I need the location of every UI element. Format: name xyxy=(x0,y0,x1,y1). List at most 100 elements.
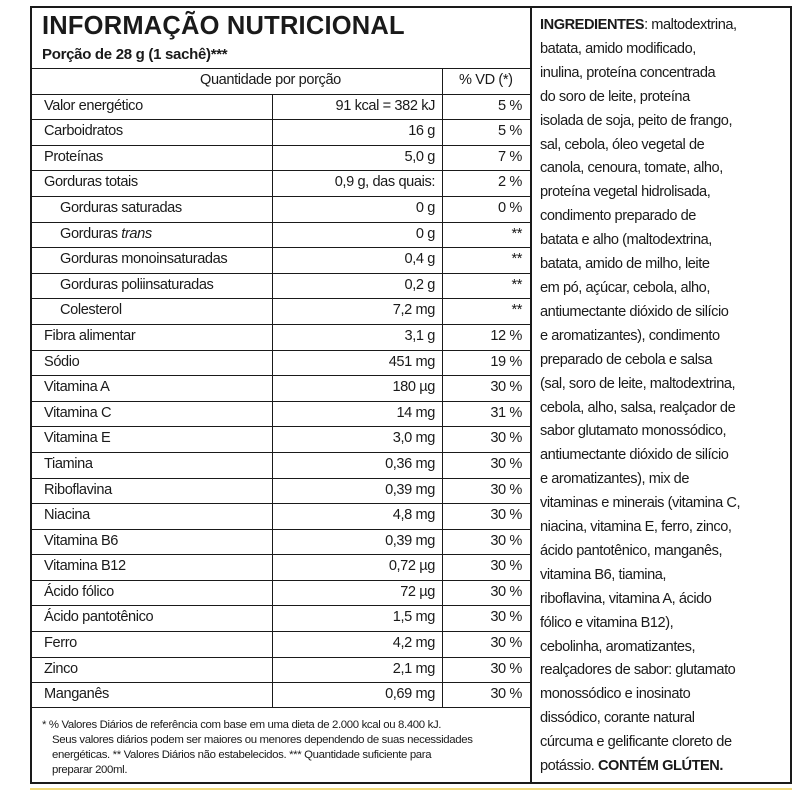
nutrient-amount: 451 mg xyxy=(388,353,436,370)
table-row: Gorduras totais 0,9 g, das quais: 2 % xyxy=(32,170,530,196)
nutrient-vd: ** xyxy=(511,225,522,242)
nutrient-name: Manganês xyxy=(44,686,109,703)
nutrient-name: Vitamina C xyxy=(44,404,112,421)
nutrient-amount: 4,2 mg xyxy=(392,635,436,652)
nutrient-name: Niacina xyxy=(44,507,90,524)
ingredients-line: potássio. CONTÉM GLÚTEN. xyxy=(540,755,784,779)
nutrient-amount: 0,9 g, das quais: xyxy=(334,174,436,191)
ingredients-line: niacina, vitamina E, ferro, zinco, xyxy=(540,516,784,540)
nutrient-vd: 5 % xyxy=(498,123,522,140)
nutrient-vd: 30 % xyxy=(490,660,522,677)
table-row: Gorduras poliinsaturadas 0,2 g ** xyxy=(32,272,530,299)
ingredients-line-text: realçadores de sabor: glutamato xyxy=(540,662,736,679)
nutrient-vd: 30 % xyxy=(490,481,522,498)
nutrition-label: INFORMAÇÃO NUTRICIONAL Porção de 28 g (1… xyxy=(30,6,792,784)
nutrient-name: Zinco xyxy=(44,660,78,677)
ingredients-line: antiumectante dióxido de silício xyxy=(540,444,784,468)
footnote-line: * % Valores Diários de referência com ba… xyxy=(42,719,442,731)
ingredients-line: INGREDIENTES: maltodextrina, xyxy=(540,14,784,38)
nutrient-amount: 1,5 mg xyxy=(392,609,436,626)
footnote-line: Seus valores diários podem ser maiores o… xyxy=(52,734,473,746)
ingredients-line: isolada de soja, peito de frango, xyxy=(540,110,784,134)
nutrient-name: Riboflavina xyxy=(44,481,112,498)
nutrient-vd: 30 % xyxy=(490,686,522,703)
nutrient-vd: 5 % xyxy=(498,97,522,114)
ingredients-line-text: proteína vegetal hidrolisada, xyxy=(540,184,711,201)
table-row: Tiamina 0,36 mg 30 % xyxy=(32,451,530,478)
nutrient-name: Vitamina B6 xyxy=(44,532,119,549)
table-row: Ferro 4,2 mg 30 % xyxy=(32,631,530,657)
table-row: Gorduras trans 0 g ** xyxy=(32,221,530,248)
ingredients-line: em pó, açúcar, cebola, alho, xyxy=(540,277,784,301)
ingredients-panel: INGREDIENTES: maltodextrina, batata, amid… xyxy=(532,8,790,782)
ingredients-line: ácido pantotênico, manganês, xyxy=(540,540,784,564)
ingredients-line-text: cebolinha, aromatizantes, xyxy=(540,638,696,655)
table-row: Vitamina E 3,0 mg 30 % xyxy=(32,426,530,452)
column-divider xyxy=(530,8,532,782)
ingredients-line: sabor glutamato monossódico, xyxy=(540,420,784,444)
nutrient-vd: 7 % xyxy=(498,148,522,165)
ingredients-line-text: preparado de cebola e salsa xyxy=(540,351,713,368)
nutrient-amount: 0,4 g xyxy=(404,251,436,268)
nutrient-vd: 12 % xyxy=(490,327,522,344)
nutrient-vd: 30 % xyxy=(490,583,522,600)
table-row: Vitamina A 180 µg 30 % xyxy=(32,375,530,401)
nutrient-vd: ** xyxy=(511,302,522,319)
nutrient-name: Sódio xyxy=(44,353,80,370)
ingredients-line: sal, cebola, óleo vegetal de xyxy=(540,134,784,158)
table-row: Sódio 451 mg 19 % xyxy=(32,349,530,376)
footnote-line: energéticas. ** Valores Diários não esta… xyxy=(52,749,432,761)
ingredients-line: realçadores de sabor: glutamato xyxy=(540,659,784,683)
nutrient-vd: 30 % xyxy=(490,507,522,524)
nutrient-vd: 30 % xyxy=(490,455,522,472)
nutrient-amount: 0,72 µg xyxy=(388,558,436,575)
table-row: Ácido pantotênico 1,5 mg 30 % xyxy=(32,605,530,632)
nutrient-amount: 0 g xyxy=(415,199,435,216)
nutrient-amount: 0,69 mg xyxy=(385,686,435,703)
ingredients-line-text: batata, amido modificado, xyxy=(540,40,696,57)
ingredients-line: condimento preparado de xyxy=(540,205,784,229)
table-row: Manganês 0,69 mg 30 % xyxy=(32,682,530,708)
table-row: Riboflavina 0,39 mg 30 % xyxy=(32,477,530,504)
nutrition-table: Quantidade por porção % VD (*) Valor ene… xyxy=(32,68,530,708)
table-row: Proteínas 5,0 g 7 % xyxy=(32,144,530,171)
ingredients-line: canola, cenoura, tomate, alho, xyxy=(540,157,784,181)
ingredients-line: antiumectante dióxido de silício xyxy=(540,301,784,325)
nutrient-name: Gorduras totais xyxy=(44,174,138,191)
nutrient-vd: 2 % xyxy=(498,174,522,191)
ingredients-line-text: monossódico e inosinato xyxy=(540,686,691,703)
ingredients-line-text: inulina, proteína concentrada xyxy=(540,64,716,81)
ingredients-line-text: potássio. xyxy=(540,758,598,775)
nutrient-amount: 14 mg xyxy=(396,404,435,421)
table-row: Gorduras saturadas 0 g 0 % xyxy=(32,195,530,222)
table-header: Quantidade por porção % VD (*) xyxy=(32,68,530,94)
table-row: Valor energético 91 kcal = 382 kJ 5 % xyxy=(32,93,530,120)
table-row: Vitamina C 14 mg 31 % xyxy=(32,400,530,427)
nutrient-amount: 91 kcal = 382 kJ xyxy=(335,97,436,114)
nutrient-amount: 0 g xyxy=(415,225,435,242)
ingredients-line-text: condimento preparado de xyxy=(540,208,696,225)
ingredients-line-text: cebola, alho, salsa, realçador de xyxy=(540,399,736,416)
nutrient-amount: 0,36 mg xyxy=(385,455,435,472)
nutrient-name: Tiamina xyxy=(44,455,93,472)
nutrient-name: Ácido pantotênico xyxy=(44,609,154,626)
nutrient-vd: ** xyxy=(511,251,522,268)
ingredients-line-text: : maltodextrina, xyxy=(644,17,737,33)
ingredients-line: cebolinha, aromatizantes, xyxy=(540,636,784,660)
ingredients-line: batata e alho (maltodextrina, xyxy=(540,229,784,253)
nutrient-vd: 30 % xyxy=(490,532,522,549)
nutrient-name: Gorduras monoinsaturadas xyxy=(60,251,228,268)
nutrient-amount: 7,2 mg xyxy=(392,302,436,319)
nutrient-amount: 0,39 mg xyxy=(385,481,435,498)
ingredients-line: fólico e vitamina B12), xyxy=(540,612,784,636)
bottom-accent-line xyxy=(30,788,792,790)
nutrient-name: Vitamina A xyxy=(44,379,110,396)
ingredients-line-text: sal, cebola, óleo vegetal de xyxy=(540,136,705,153)
ingredients-line: batata, amido modificado, xyxy=(540,38,784,62)
nutrient-name: Carboidratos xyxy=(44,123,123,140)
ingredients-line: cúrcuma e gelificante cloreto de xyxy=(540,731,784,755)
ingredients-text: INGREDIENTES: maltodextrina, batata, amid… xyxy=(540,14,784,779)
nutrient-name: Proteínas xyxy=(44,148,103,165)
footnote-line: preparar 200ml. xyxy=(52,764,128,776)
ingredients-line-text: cúrcuma e gelificante cloreto de xyxy=(540,734,732,751)
